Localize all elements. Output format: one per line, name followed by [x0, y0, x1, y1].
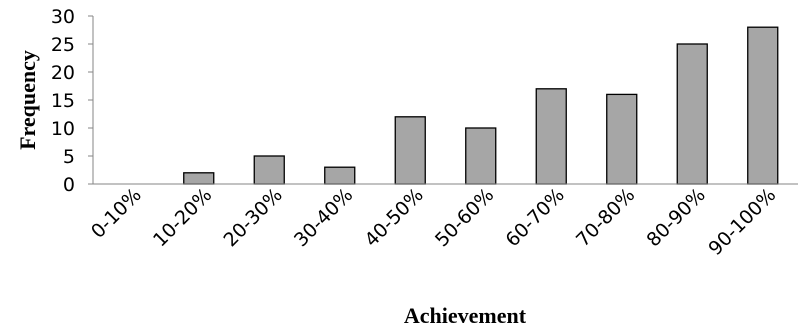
x-tick-label: 80-90%: [642, 184, 709, 251]
y-tick-label: 25: [51, 34, 75, 56]
x-tick-label: 30-40%: [290, 184, 357, 251]
y-tick-label: 0: [63, 174, 75, 196]
x-axis-title: Achievement: [404, 303, 527, 328]
bar: [183, 172, 215, 185]
y-tick-label: 10: [51, 118, 75, 140]
x-tick-label: 60-70%: [501, 184, 568, 251]
x-tick-label: 70-80%: [572, 184, 639, 251]
x-tick-label: 90-100%: [704, 184, 780, 260]
bar: [676, 43, 708, 185]
x-tick-label: 10-20%: [149, 184, 216, 251]
x-tick-label: 50-60%: [431, 184, 498, 251]
bar: [535, 88, 567, 185]
y-tick-labels: 0 5 10 15 20 25 30: [51, 6, 93, 196]
x-tick-labels: 0-10% 10-20% 20-30% 30-40% 40-50% 50-60% 60-70…: [87, 184, 780, 260]
bar: [606, 93, 638, 185]
y-tick-label: 5: [63, 146, 75, 168]
y-tick-label: 30: [51, 6, 75, 28]
bar: [747, 26, 779, 185]
bar: [394, 116, 426, 185]
y-axis-title: Frequency: [15, 50, 40, 150]
bar: [465, 127, 497, 185]
y-tick-label: 20: [51, 62, 75, 84]
bars-group: [183, 26, 779, 185]
y-tick-label: 15: [51, 90, 75, 112]
x-tick-label: 0-10%: [87, 184, 146, 243]
bar: [324, 166, 356, 185]
bar: [253, 155, 285, 185]
x-tick-label: 20-30%: [219, 184, 286, 251]
x-tick-label: 40-50%: [360, 184, 427, 251]
